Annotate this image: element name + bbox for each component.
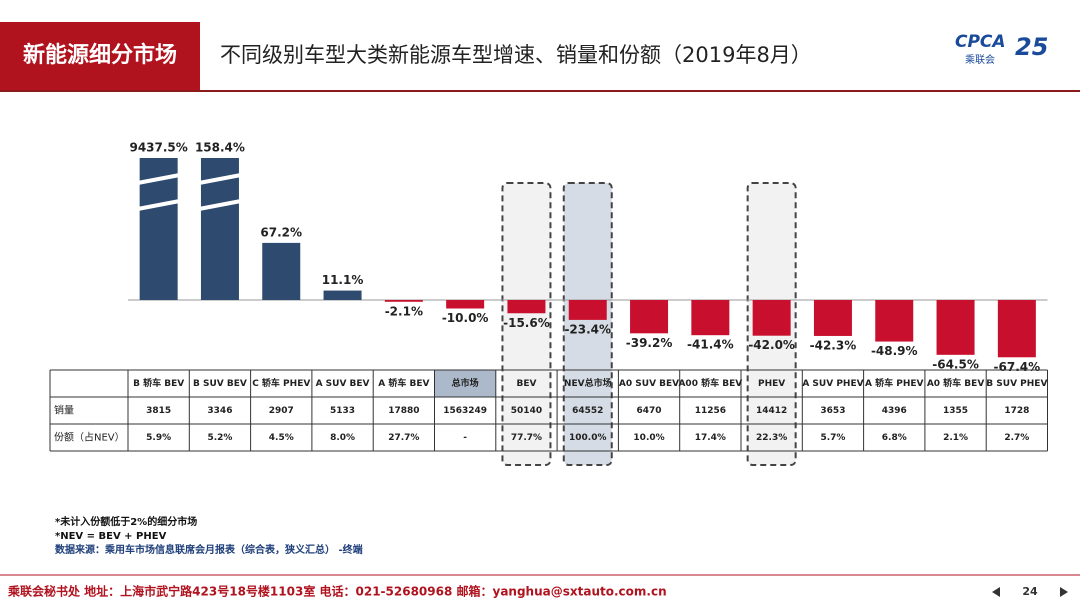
table-cell: 27.7% [388,433,419,443]
bar [262,242,301,300]
column-header: A SUV PHEV [802,379,863,389]
value-label: -15.6% [503,316,550,330]
value-label: 158.4% [195,141,245,155]
table-cell: 8.0% [330,433,355,443]
value-label: -42.0% [748,338,795,352]
table-cell: 64552 [572,406,603,416]
table-cell: 2.1% [943,433,968,443]
footer-text: 乘联会秘书处 地址：上海市武宁路423号18号楼1103室 电话：021-526… [7,584,667,599]
section-title: 新能源细分市场 [23,42,177,68]
table-cell: 3346 [207,406,232,416]
table-cell: 5.2% [207,433,232,443]
table-cell: 2907 [269,406,294,416]
table-cell: 3653 [820,406,845,416]
table-cell: 5133 [330,406,355,416]
table-cell: 4.5% [269,433,294,443]
table-cell: 100.0% [569,433,607,443]
bar [507,300,546,314]
table-cell: 77.7% [511,433,542,443]
table-cell: 1563249 [443,406,487,416]
bar [752,300,791,336]
note: *未计入份额低于2%的细分市场 [55,515,197,528]
slide-title: 不同级别车型大类新能源车型增速、销量和份额（2019年8月） [220,43,812,67]
table-cell: - [463,433,467,443]
column-header: A0 轿车 BEV [927,377,985,389]
section-band [0,22,200,90]
table-cell: 6.8% [882,433,907,443]
bar [630,300,669,334]
column-header: BEV [516,379,536,389]
value-label: 11.1% [322,273,364,287]
axis-break [198,173,242,185]
value-label: -67.4% [994,360,1041,374]
table-cell: 5.9% [146,433,171,443]
note: 数据来源：乘用车市场信息联席会月报表（综合表，狭义汇总） -终端 [55,543,363,556]
header-cell-fill [434,370,496,397]
value-label: 9437.5% [129,141,187,155]
note: *NEV = BEV + PHEV [55,531,167,542]
page-arrows[interactable] [992,587,1068,597]
highlight-box [562,182,613,466]
column-header: PHEV [758,379,785,389]
table-cell: 50140 [511,406,542,416]
table-cell: 22.3% [756,433,787,443]
row-label: 销量 [54,404,74,417]
logo-text: 乘联会 [965,53,995,66]
column-header: B SUV BEV [193,379,247,389]
value-label: -42.3% [810,338,857,352]
value-label: -2.1% [385,304,423,318]
column-header: A0 SUV BEV [619,379,679,389]
bar [568,300,607,320]
highlight-box [501,182,552,466]
table-cell: 6470 [637,406,662,416]
row-label: 份额（占NEV） [54,431,125,444]
table-cell: 17.4% [695,433,726,443]
value-label: -23.4% [564,322,611,336]
value-label: -48.9% [871,344,918,358]
page-number: 24 [1022,585,1038,598]
bar [446,300,485,309]
column-header: B 轿车 BEV [133,377,184,389]
axis-break [137,199,181,211]
table-cell: 3815 [146,406,171,416]
chart: 9437.5% 158.4%67.2%11.1%-2.1% -10.0% -15.6%… [49,141,1048,466]
column-header: B SUV PHEV [986,379,1047,389]
table-cell: 17880 [388,406,419,416]
table-cell: 10.0% [633,433,664,443]
axis-break [137,173,181,185]
logo-text: 25 [1015,33,1048,61]
value-label: -41.4% [687,338,734,352]
column-header: A00 轿车 BEV [678,377,742,389]
bar [813,300,852,336]
table-cell: 11256 [695,406,726,416]
table-cell: 1728 [1004,406,1029,416]
column-header: 总市场 [452,377,479,389]
bar [936,300,975,355]
bar [997,300,1036,358]
table-cell: 14412 [756,406,787,416]
logo-text: CPCA [955,32,1006,52]
column-header: NEV总市场 [564,377,612,389]
column-header: A 轿车 PHEV [865,377,924,389]
table-cell: 5.7% [820,433,845,443]
bar [875,300,914,342]
bar [323,290,362,300]
column-header: C 轿车 PHEV [252,377,310,389]
table-cell: 4396 [882,406,907,416]
bar [691,300,730,336]
value-label: 67.2% [260,225,302,239]
value-label: -39.2% [626,336,673,350]
table-cell: 2.7% [1004,433,1029,443]
value-label: -10.0% [442,311,489,325]
column-header: A SUV BEV [316,379,370,389]
value-label: -64.5% [932,357,979,371]
column-header: A 轿车 BEV [378,377,429,389]
bar [384,300,423,302]
table-cell: 1355 [943,406,968,416]
axis-break [198,199,242,211]
